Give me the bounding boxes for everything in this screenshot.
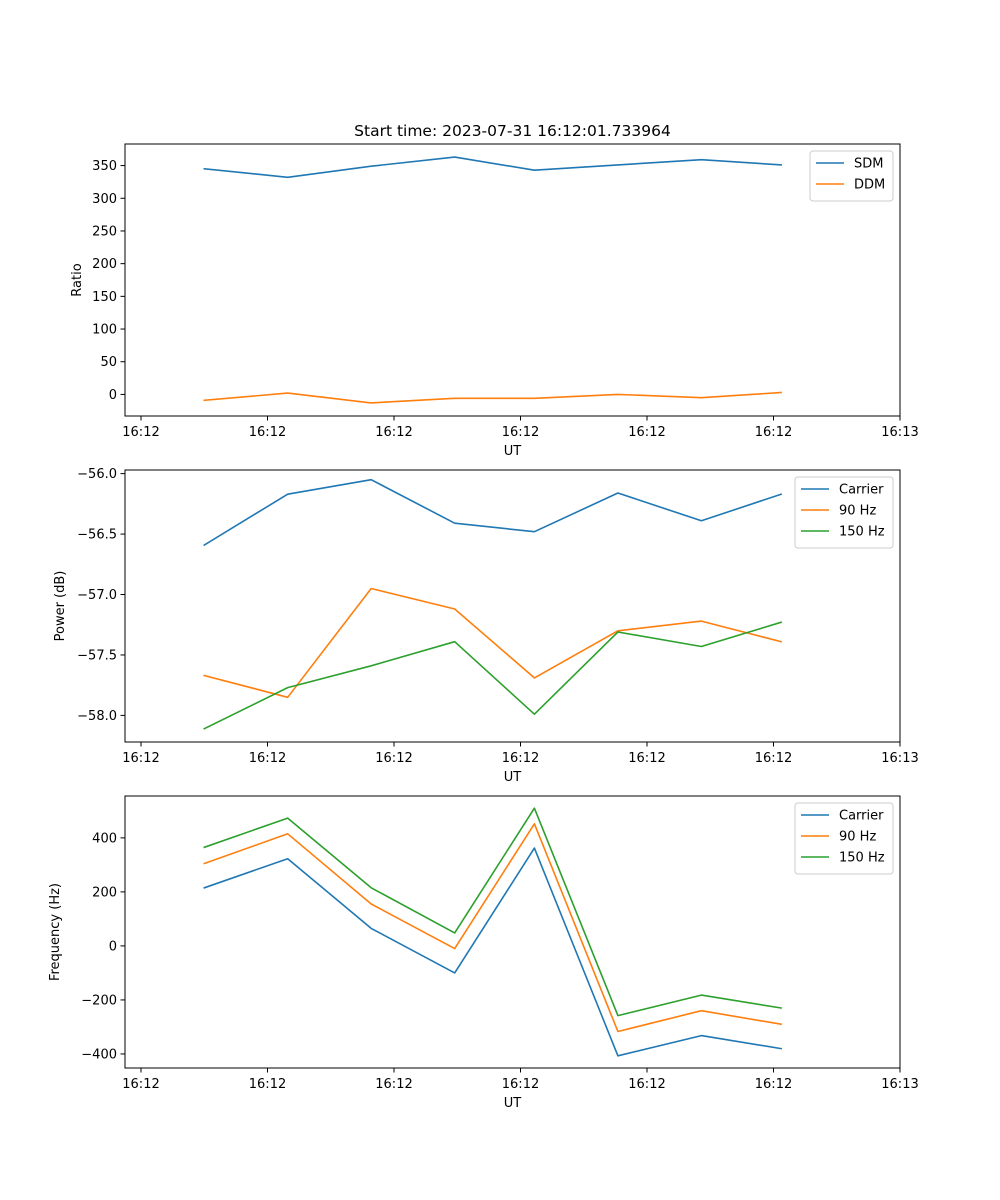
x-tick-label: 16:12 [249,1077,286,1092]
legend: SDM DDM [809,150,894,202]
series-line-150-hz [203,621,783,730]
series-line-90-hz [203,587,783,699]
legend-label: Carrier [839,809,884,824]
series-line-150-hz [203,807,783,1017]
legend-label: SDM [854,157,883,172]
x-tick-label: 16:13 [881,751,918,766]
series-line-carrier [203,478,783,547]
y-tick-label: 50 [100,355,117,370]
chart-title: Start time: 2023-07-31 16:12:01.733964 [354,122,671,140]
x-tick-label: 16:12 [249,425,286,440]
legend: Carrier 90 Hz 150 Hz [794,476,894,549]
axes-frame [124,795,901,1069]
legend: Carrier 90 Hz 150 Hz [794,802,894,875]
x-tick-label: 16:12 [755,1077,792,1092]
y-tick-label: −57.0 [77,588,117,603]
y-tick-label: −58.0 [77,709,117,724]
y-tick-label: 200 [92,885,117,900]
y-tick-label: 0 [109,388,117,403]
plot-2: 16:12 16:12 16:12 16:12 16:12 16:12 16:13 −58.0… [53,467,919,785]
legend-label: 90 Hz [839,504,876,519]
y-tick-label: 100 [92,323,117,338]
x-tick-label: 16:12 [375,425,412,440]
x-tick-label: 16:12 [375,751,412,766]
x-tick-label: 16:12 [249,751,286,766]
y-tick-label: −200 [81,993,117,1008]
x-tick-label: 16:12 [122,751,159,766]
legend-label: Carrier [839,483,884,498]
x-axis-label: UT [504,770,522,785]
x-tick-label: 16:12 [502,751,539,766]
legend-label: 150 Hz [839,525,885,540]
y-axis-label: Frequency (Hz) [48,883,63,981]
x-tick-label: 16:13 [881,1077,918,1092]
x-tick-label: 16:12 [755,751,792,766]
y-tick-label: −57.5 [77,648,117,663]
series-line-carrier [203,847,783,1057]
y-tick-label: 0 [109,939,117,954]
y-tick-label: 300 [92,192,117,207]
x-tick-label: 16:12 [122,425,159,440]
x-tick-label: 16:12 [375,1077,412,1092]
y-tick-label: −400 [81,1047,117,1062]
plot-1: 16:12 16:12 16:12 16:12 16:12 16:12 16:13 0 50 10… [70,122,919,459]
x-tick-label: 16:12 [755,425,792,440]
y-axis-label: Power (dB) [53,571,68,642]
series-line-ddm [203,391,782,404]
y-axis-label: Ratio [70,263,85,296]
series-line-90-hz [203,822,783,1033]
y-tick-label: −56.5 [77,528,117,543]
y-tick-label: 150 [92,290,117,305]
x-tick-label: 16:12 [628,751,665,766]
axes-frame [124,143,901,417]
x-tick-label: 16:12 [502,425,539,440]
series-line-sdm [203,156,782,179]
y-tick-label: 350 [92,159,117,174]
x-tick-label: 16:12 [502,1077,539,1092]
x-axis-label: UT [504,1096,522,1111]
legend-label: 90 Hz [839,830,876,845]
y-tick-label: 400 [92,831,117,846]
legend-label: DDM [854,178,885,193]
x-axis-label: UT [504,444,522,459]
y-tick-label: 250 [92,224,117,239]
x-tick-label: 16:13 [881,425,918,440]
y-tick-label: 200 [92,257,117,272]
axes-frame [124,469,901,743]
x-tick-label: 16:12 [122,1077,159,1092]
plot-3: 16:12 16:12 16:12 16:12 16:12 16:12 16:13 −400 −… [48,795,919,1111]
x-tick-label: 16:12 [628,1077,665,1092]
x-tick-label: 16:12 [628,425,665,440]
y-tick-label: −56.0 [77,467,117,482]
legend-label: 150 Hz [839,851,885,866]
